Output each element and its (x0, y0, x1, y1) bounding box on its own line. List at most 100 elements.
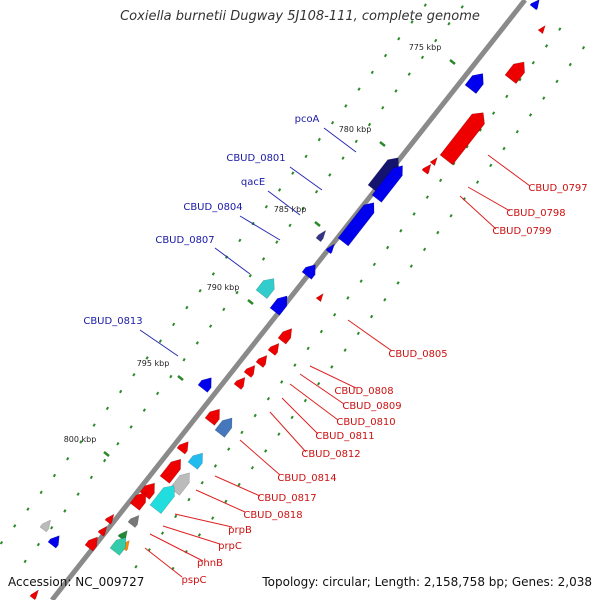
gene-red-b[interactable] (129, 489, 151, 511)
gene-CBUD_0814[interactable] (204, 405, 224, 426)
gene-top-blue[interactable] (464, 69, 488, 94)
gene-label-reverse[interactable]: CBUD_0808 (334, 386, 393, 397)
leader-line (467, 186, 511, 212)
track-dot (383, 53, 388, 58)
track-dot (155, 391, 160, 396)
track-dot (346, 296, 350, 300)
track-dot (248, 273, 252, 278)
track-dot (264, 449, 268, 453)
gene-CBUD_0816[interactable] (176, 439, 192, 455)
track-dot (518, 77, 522, 82)
gene-CBUD_0807[interactable] (269, 292, 292, 316)
gene-label-forward[interactable]: CBUD_0801 (226, 153, 285, 164)
gene-label-forward[interactable]: CBUD_0813 (83, 316, 142, 327)
gene-bottom-red[interactable] (29, 588, 41, 600)
track-dot (330, 120, 335, 125)
gene-label-reverse[interactable]: CBUD_0810 (336, 417, 395, 428)
gene-CBUD_0813[interactable] (197, 374, 216, 393)
track-dot (250, 465, 255, 470)
track-dot (386, 245, 390, 250)
gene-CBUD_0801[interactable] (371, 162, 407, 203)
track-dot (422, 247, 427, 252)
gene-CBUD_0798[interactable] (429, 156, 440, 167)
gene-CBUD_0805[interactable] (315, 292, 326, 303)
gene-label-reverse[interactable]: CBUD_0817 (257, 493, 316, 504)
gene-label-forward[interactable]: CBUD_0807 (155, 235, 214, 246)
track-dot (303, 398, 307, 403)
gene-CBUD_0797[interactable] (439, 108, 490, 166)
gene-red-a[interactable] (139, 479, 159, 500)
track-dot (277, 432, 281, 436)
gene-label-forward[interactable]: CBUD_0804 (183, 202, 242, 213)
track-dot (555, 79, 559, 84)
gene-red-c[interactable] (104, 512, 117, 525)
gene-CBUD_0806[interactable] (301, 261, 320, 280)
gene-CBUD_0808[interactable] (277, 325, 296, 345)
track-dot (319, 329, 324, 334)
track-dot (314, 189, 319, 194)
track-dot (407, 72, 411, 76)
track-dot (301, 206, 305, 211)
gene-label-reverse[interactable]: CBUD_0798 (506, 208, 565, 219)
leader-line (459, 195, 497, 230)
gene-label-reverse[interactable]: CBUD_0799 (492, 226, 551, 237)
gene-low-grey[interactable] (39, 518, 54, 533)
gene-small-blue[interactable] (325, 242, 337, 255)
tick-label: 800 kbp (64, 435, 97, 444)
track-dot (222, 307, 226, 312)
leader-line (239, 215, 281, 241)
gene-label-forward[interactable]: qacE (241, 177, 265, 188)
gene-CBUD_0809[interactable] (267, 341, 282, 356)
gene-CBUD_0811[interactable] (243, 363, 258, 378)
gene-grey[interactable] (169, 469, 194, 496)
track-dot (449, 213, 453, 218)
gene-label-reverse[interactable]: CBUD_0809 (342, 401, 401, 412)
track-dot (89, 475, 93, 480)
gene-pspC[interactable] (109, 534, 131, 556)
gene-CBUD_0818[interactable] (159, 456, 185, 484)
gene-label-forward[interactable]: pcoA (295, 114, 320, 125)
track-dot (52, 473, 57, 478)
track-dot (116, 441, 120, 446)
gene-CBUD_0817[interactable] (187, 449, 207, 470)
gene-cyan-cluster[interactable] (255, 274, 279, 299)
gene-prpB[interactable] (127, 513, 142, 528)
gene-label-reverse[interactable]: prpC (218, 541, 242, 552)
gene-label-reverse[interactable]: CBUD_0811 (315, 431, 374, 442)
track-dot (370, 70, 374, 75)
leader-line (214, 475, 261, 497)
gene-label-reverse[interactable]: CBUD_0812 (301, 449, 360, 460)
gene-label-reverse[interactable]: CBUD_0814 (277, 473, 336, 484)
track-dot (224, 499, 228, 504)
gene-CBUD_0815[interactable] (214, 414, 237, 438)
track-dot (478, 128, 482, 132)
gene-label-reverse[interactable]: phnB (197, 558, 223, 569)
gene-label-reverse[interactable]: CBUD_0797 (528, 183, 587, 194)
gene-label-reverse[interactable]: pspC (182, 575, 207, 586)
gene-CBUD_0804[interactable] (337, 199, 379, 247)
track-dot (409, 264, 413, 268)
gene-CBUD_0799[interactable] (421, 162, 434, 175)
gene-top-red[interactable] (537, 24, 548, 35)
track-dot (13, 524, 17, 528)
gene-CBUD_0796[interactable] (504, 58, 530, 84)
gene-qacE[interactable] (315, 229, 328, 243)
gene-CBUD_0810[interactable] (255, 353, 270, 368)
gene-cyan[interactable] (149, 481, 180, 514)
track-dot (158, 339, 162, 343)
track-dot (359, 279, 363, 283)
gene-edge-blue[interactable] (529, 0, 542, 11)
gene-red-d[interactable] (97, 524, 110, 537)
gene-label-reverse[interactable]: CBUD_0818 (243, 510, 302, 521)
gene-low-blue[interactable] (47, 533, 63, 549)
genome-summary: Topology: circular; Length: 2,158,758 bp… (262, 575, 592, 589)
tick-label: 795 kbp (137, 359, 170, 368)
gene-label-reverse[interactable]: prpB (228, 525, 252, 536)
gene-label-reverse[interactable]: CBUD_0805 (388, 349, 447, 360)
track-dot (103, 458, 107, 463)
gene-red-e[interactable] (84, 534, 101, 552)
track-dot (290, 415, 294, 420)
gene-CBUD_0812[interactable] (233, 375, 248, 390)
track-dot (39, 490, 43, 495)
